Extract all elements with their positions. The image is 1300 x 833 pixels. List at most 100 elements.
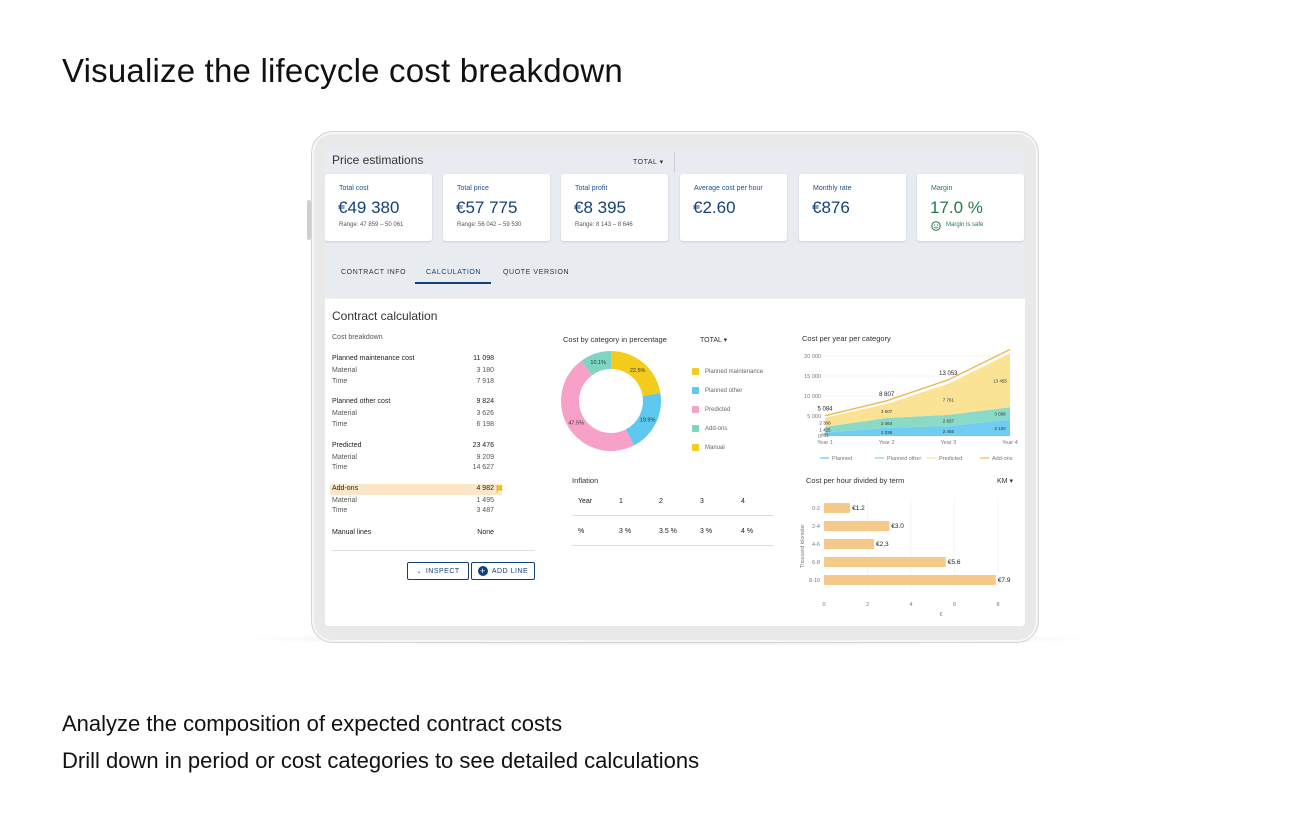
total-dropdown[interactable]: TOTAL ▾	[633, 159, 664, 166]
area-value-label: 1 425	[819, 428, 831, 433]
breakdown-title: Cost breakdown	[332, 334, 383, 341]
tab-quote-version[interactable]: QUOTE VERSION	[503, 269, 570, 276]
inflation-value: 3 %	[619, 528, 632, 535]
bar-value-label: €2.3	[876, 541, 889, 548]
margin-status: Margin is safe	[946, 222, 984, 228]
material-label: Material	[332, 367, 357, 374]
hbar-title: Cost per hour divided by term	[806, 476, 905, 485]
donut-slice-predicted	[561, 360, 634, 451]
y-tick-label: 0	[818, 434, 821, 440]
legend-swatch	[692, 425, 699, 432]
add-line-button[interactable]: + ADD LINE	[471, 562, 535, 580]
addons-highlight	[330, 484, 502, 495]
donut-slice-planned-other	[625, 393, 661, 446]
bar	[824, 503, 851, 513]
donut-slice-planned-maintenance	[611, 351, 661, 396]
chevron-down-icon: ⌄	[416, 568, 422, 575]
group-total: 4 982	[476, 485, 494, 492]
x-tick-label: 2	[866, 602, 869, 608]
area-total-label: 8 807	[879, 392, 895, 398]
group-name: Planned other cost	[332, 398, 391, 405]
kpi-range: Range: 47 859 – 50 061	[339, 222, 404, 228]
inflation-year: 3	[700, 498, 704, 505]
legend-label: Planned	[832, 456, 852, 461]
km-dropdown[interactable]: KM ▾	[997, 478, 1013, 485]
area-value-label: 2 837	[943, 419, 955, 424]
area-value-label: 3 098	[994, 411, 1006, 416]
subtitle-1: Analyze the composition of expected cont…	[62, 711, 563, 736]
x-tick-label: Year 1	[817, 440, 833, 446]
area-series-predicted	[825, 353, 1010, 427]
legend-swatch	[692, 387, 699, 394]
kpi-range: Range: 56 042 – 59 530	[457, 222, 522, 228]
kpi-value: €8 395	[574, 198, 626, 217]
x-tick-label: 6	[953, 602, 956, 608]
area-value-label: 2 464	[881, 421, 893, 426]
bar	[824, 557, 946, 567]
kpi-card-margin[interactable]: Margin 17.0 % Margin is safe	[917, 174, 1024, 241]
kpi-card-monthly-rate[interactable]: Monthly rate €876	[799, 174, 906, 241]
section-title: Contract calculation	[332, 309, 438, 323]
inspect-button[interactable]: ⌄ INSPECT	[407, 562, 469, 580]
bar	[824, 521, 890, 531]
kpi-card-total-cost[interactable]: Total cost €49 380 Range: 47 859 – 50 06…	[325, 174, 432, 241]
price-estimations-panel	[325, 148, 1025, 298]
y-tick-label: 0-2	[812, 506, 820, 512]
area-value-label: 7 761	[943, 397, 955, 402]
area-value-label: 851	[821, 432, 829, 437]
group-name: Planned maintenance cost	[332, 355, 415, 362]
donut-slice-label: 19.9%	[640, 417, 656, 423]
material-value: 1 495	[476, 497, 494, 504]
kpi-card-average-cost[interactable]: Average cost per hour €2.60	[680, 174, 787, 241]
bar-value-label: €7.9	[998, 577, 1011, 584]
tab-contract-info[interactable]: CONTRACT INFO	[341, 269, 407, 276]
kpi-card-total-price[interactable]: Total price €57 775 Range: 56 042 – 59 5…	[443, 174, 550, 241]
price-estimations-title: Price estimations	[332, 153, 424, 167]
plus-icon: +	[477, 566, 488, 576]
tab-calculation[interactable]: CALCULATION	[426, 269, 482, 276]
tab-bar: CONTRACT INFO CALCULATION QUOTE VERSION	[325, 260, 1025, 290]
group-total: 23 476	[472, 442, 494, 449]
area-series-planned	[825, 419, 1010, 436]
legend-planned-other: Planned other	[692, 387, 742, 394]
area-value-label: 13 455	[993, 378, 1007, 383]
x-tick-label: Year 2	[879, 440, 895, 446]
group-name: Add-ons	[332, 485, 359, 492]
divider	[674, 152, 675, 172]
time-label: Time	[332, 378, 348, 385]
kpi-card-total-profit[interactable]: Total profit €8 395 Range: 8 143 – 8 646	[561, 174, 668, 241]
y-tick-label: 2-4	[812, 524, 820, 530]
kpi-label: Total profit	[575, 185, 608, 192]
time-value: 6 198	[476, 421, 494, 428]
y-tick-label: 6-8	[812, 560, 820, 566]
legend-add-ons: Add-ons	[692, 425, 727, 432]
bar-value-label: €1.2	[852, 505, 865, 512]
kpi-range: Range: 8 143 – 8 646	[575, 222, 633, 228]
y-tick-label: 8-10	[809, 578, 820, 584]
flag-icon	[496, 485, 503, 493]
x-tick-label: Year 4	[1002, 440, 1018, 446]
area-series-add-ons	[824, 348, 1011, 417]
legend-swatch	[692, 406, 699, 413]
smile-icon	[931, 221, 941, 231]
kpi-value: €2.60	[693, 198, 736, 217]
area-total-label: 21 625	[997, 346, 1016, 347]
legend-label: Predicted	[939, 456, 962, 461]
legend-swatch	[692, 368, 699, 375]
add-line-label: ADD LINE	[491, 567, 529, 575]
inflation-pct-label: %	[578, 528, 585, 535]
kpi-label: Margin	[931, 185, 953, 192]
y-tick-label: 15 000	[804, 374, 821, 380]
area-total-label: 5 084	[817, 407, 833, 413]
x-tick-label: Year 3	[940, 440, 956, 446]
kpi-label: Total price	[457, 185, 489, 192]
active-tab-indicator	[415, 282, 491, 284]
donut-total-dropdown[interactable]: TOTAL ▾	[700, 337, 728, 344]
group-name: Predicted	[332, 442, 362, 449]
area-series-planned-other	[825, 407, 1010, 433]
kpi-value: €57 775	[456, 198, 518, 217]
donut-slice-add-ons	[581, 351, 611, 376]
area-total-label: 13 053	[939, 371, 958, 377]
y-tick-label: 10 000	[804, 394, 821, 400]
material-value: 9 209	[476, 454, 494, 461]
